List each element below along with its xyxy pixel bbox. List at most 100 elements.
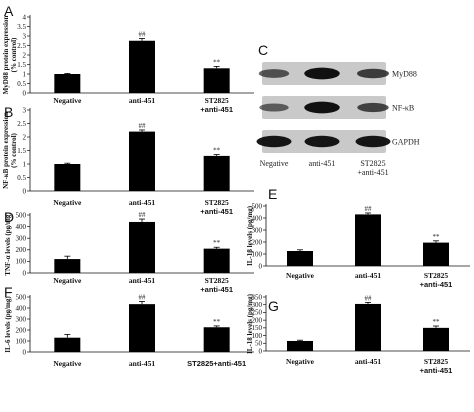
significance-mark: ** bbox=[213, 58, 221, 66]
category-label: ST2825 bbox=[205, 198, 229, 207]
bar bbox=[203, 68, 230, 93]
blot-band bbox=[355, 135, 391, 148]
category-label: anti-451 bbox=[355, 357, 382, 366]
y-axis-label: (% control) bbox=[10, 132, 18, 167]
significance-mark: ## bbox=[139, 211, 147, 219]
y-tick-label: 0.5 bbox=[17, 80, 26, 88]
y-tick-label: 0 bbox=[23, 269, 27, 277]
y-tick-label: 300 bbox=[16, 315, 27, 323]
panel-letter: E bbox=[268, 186, 277, 202]
y-tick-label: 400 bbox=[252, 214, 263, 222]
chart-panel-a: A 00.5 11.5 22.5 3 3.5 4 MyD88 protein expressi… bbox=[2, 3, 254, 114]
bar bbox=[54, 259, 81, 273]
y-tick-label: 2.5 bbox=[17, 120, 26, 128]
y-tick-label: 0 bbox=[23, 348, 27, 356]
y-tick-label: 200 bbox=[16, 326, 27, 334]
y-tick-label: 200 bbox=[252, 316, 263, 324]
y-tick-label: 1 bbox=[23, 160, 27, 168]
significance-mark: ** bbox=[213, 239, 221, 247]
panel-letter: G bbox=[268, 298, 279, 314]
bar bbox=[54, 337, 81, 352]
y-tick-label: 100 bbox=[16, 337, 27, 345]
y-tick-label: 300 bbox=[16, 235, 27, 243]
y-tick-label: 2 bbox=[23, 133, 27, 141]
western-blot-panel: C MyD88 NF-κB GAPDH Negative anti-451 ST2825+a… bbox=[256, 42, 420, 177]
blot-lane-label: ST2825 bbox=[360, 159, 385, 168]
y-axis-label: NF-κB protein expression bbox=[2, 112, 10, 189]
y-tick-label: 0 bbox=[259, 262, 263, 270]
y-tick-label: 1.5 bbox=[17, 61, 26, 69]
category-label: Negative bbox=[53, 198, 82, 207]
blot-lane-label: Negative bbox=[260, 159, 289, 168]
panel-letter: B bbox=[4, 104, 13, 120]
panel-letter: D bbox=[4, 209, 14, 225]
category-label: +anti-451 bbox=[420, 280, 453, 289]
significance-mark: ## bbox=[139, 30, 147, 38]
category-label: +anti-451 bbox=[200, 105, 233, 114]
y-tick-label: 100 bbox=[252, 332, 263, 340]
y-tick-label: 200 bbox=[252, 238, 263, 246]
bar bbox=[423, 327, 449, 351]
bar bbox=[203, 248, 230, 273]
y-tick-label: 100 bbox=[252, 250, 263, 258]
blot-band bbox=[357, 102, 389, 113]
significance-mark: ## bbox=[365, 205, 373, 213]
blot-band bbox=[304, 67, 340, 80]
significance-mark: ** bbox=[213, 318, 221, 326]
y-tick-label: 4 bbox=[23, 13, 27, 21]
panel-letter: F bbox=[4, 284, 13, 300]
y-axis-label: IL-18 levels (pg/mg) bbox=[246, 293, 254, 354]
category-label: Negative bbox=[286, 357, 315, 366]
category-label: ST2825 bbox=[424, 357, 448, 366]
y-tick-label: 150 bbox=[252, 324, 263, 332]
category-label: ST2825 bbox=[424, 271, 448, 280]
category-label: ST2825 bbox=[205, 276, 229, 285]
significance-mark: ** bbox=[433, 318, 441, 326]
significance-mark: ## bbox=[365, 294, 373, 302]
y-tick-label: 300 bbox=[252, 301, 263, 309]
y-tick-label: 400 bbox=[16, 304, 27, 312]
y-axis-label: IL-6 levels (pg/mg) bbox=[4, 296, 12, 353]
y-tick-label: 3 bbox=[23, 106, 27, 114]
y-tick-label: 100 bbox=[16, 258, 27, 266]
blot-row-label: NF-κB bbox=[392, 104, 414, 113]
bar bbox=[423, 242, 449, 266]
y-tick-label: 1 bbox=[23, 70, 27, 78]
blot-band bbox=[304, 101, 340, 114]
significance-mark: ** bbox=[213, 147, 221, 155]
y-tick-label: 50 bbox=[255, 340, 263, 348]
blot-band bbox=[256, 135, 292, 148]
category-label: Negative bbox=[286, 271, 315, 280]
bar bbox=[129, 221, 155, 273]
bar bbox=[54, 74, 81, 93]
y-tick-label: 0 bbox=[23, 89, 27, 97]
y-tick-label: 1.5 bbox=[17, 147, 26, 155]
panel-letter: A bbox=[4, 3, 14, 19]
bar bbox=[355, 214, 381, 266]
y-axis-label: IL-1β levels (pg/mg) bbox=[246, 205, 254, 266]
bar bbox=[287, 340, 313, 351]
blot-row-label: MyD88 bbox=[392, 70, 417, 79]
blot-row-label: GAPDH bbox=[392, 138, 420, 147]
y-tick-label: 2 bbox=[23, 51, 27, 59]
y-tick-label: 350 bbox=[252, 293, 263, 301]
blot-band bbox=[357, 68, 389, 79]
category-label: ST2825 bbox=[205, 96, 229, 105]
category-label: anti-451 bbox=[129, 276, 156, 285]
blot-lane-label: +anti-451 bbox=[357, 168, 388, 177]
chart-panel-b: B 0 0.5 1 1.5 2 2.5 3 NF-κB protein expression (%… bbox=[2, 104, 254, 216]
y-tick-label: 0.5 bbox=[17, 174, 26, 182]
y-axis-label: TNF-α levels (pg/mg) bbox=[4, 212, 12, 276]
bar bbox=[203, 155, 230, 191]
y-tick-label: 200 bbox=[16, 246, 27, 254]
y-tick-label: 500 bbox=[16, 293, 27, 301]
bar bbox=[54, 164, 81, 191]
y-tick-label: 2.5 bbox=[17, 42, 26, 50]
y-axis-label: MyD88 protein expression bbox=[2, 16, 10, 95]
category-label: Negative bbox=[53, 276, 82, 285]
category-label: anti-451 bbox=[129, 359, 156, 368]
y-tick-label: 3.5 bbox=[17, 23, 26, 31]
